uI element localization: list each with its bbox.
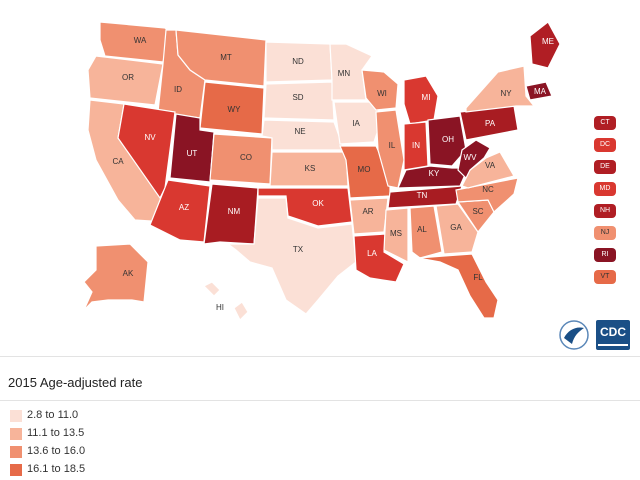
state-label-id: ID — [174, 85, 182, 94]
state-OH[interactable] — [427, 115, 467, 167]
state-OR[interactable] — [87, 55, 164, 106]
legend-divider — [0, 400, 640, 401]
legend-label: 13.6 to 16.0 — [27, 445, 86, 457]
state-label-ks: KS — [305, 164, 316, 173]
state-label-wy: WY — [228, 105, 242, 114]
state-AZ[interactable] — [149, 179, 211, 243]
state-label-sd: SD — [292, 93, 303, 102]
state-label-fl: FL — [473, 273, 483, 282]
state-SD[interactable] — [263, 81, 335, 121]
state-label-ak: AK — [123, 269, 134, 278]
legend: 2015 Age-adjusted rate 2.8 to 11.0 11.1 t… — [0, 357, 640, 480]
cdc-logo-box: CDC — [596, 320, 630, 350]
small-state-badge-de[interactable]: DE — [594, 160, 616, 174]
state-label-ut: UT — [187, 149, 198, 158]
state-TX[interactable] — [226, 197, 357, 315]
state-label-ky: KY — [429, 169, 440, 178]
state-label-ga: GA — [450, 223, 462, 232]
state-label-ok: OK — [312, 199, 324, 208]
state-label-al: AL — [417, 225, 427, 234]
state-label-pa: PA — [485, 119, 496, 128]
state-AL[interactable] — [409, 205, 443, 259]
state-NM[interactable] — [203, 183, 259, 245]
cdc-logo-text: CDC — [600, 325, 626, 339]
state-label-mt: MT — [220, 53, 232, 62]
state-label-az: AZ — [179, 203, 189, 212]
small-state-badge-ri[interactable]: RI — [594, 248, 616, 262]
legend-label: 16.1 to 18.5 — [27, 463, 86, 475]
hhs-eagle-icon — [559, 320, 589, 350]
state-label-nd: ND — [292, 57, 304, 66]
legend-swatch — [10, 428, 22, 440]
state-label-nc: NC — [482, 185, 494, 194]
state-label-ms: MS — [390, 229, 402, 238]
state-NY[interactable] — [465, 65, 536, 113]
small-state-badge-dc[interactable]: DC — [594, 138, 616, 152]
state-label-ia: IA — [352, 119, 360, 128]
cdc-logo: CDC — [556, 318, 638, 352]
state-MS[interactable] — [383, 207, 409, 263]
state-label-il: IL — [389, 141, 396, 150]
small-state-badge-md[interactable]: MD — [594, 182, 616, 196]
state-label-va: VA — [485, 161, 496, 170]
state-label-wa: WA — [134, 36, 147, 45]
legend-swatch — [10, 464, 22, 476]
map-area: WA OR CA ID NV MT WY UT AZ CO NM ND SD NE KS OK TX MN IA MO… — [83, 21, 638, 352]
state-label-mo: MO — [358, 165, 371, 174]
state-label-ca: CA — [112, 157, 124, 166]
state-WV[interactable] — [457, 139, 491, 180]
state-label-wi: WI — [377, 89, 387, 98]
state-label-tx: TX — [293, 245, 304, 254]
state-NC[interactable] — [455, 177, 519, 213]
state-OK[interactable] — [257, 187, 353, 227]
state-label-mi: MI — [422, 93, 431, 102]
state-labels: WA OR CA ID NV MT WY UT AZ CO NM ND SD NE KS OK TX MN IA MO… — [112, 36, 554, 312]
state-label-ne: NE — [294, 127, 305, 136]
state-label-nm: NM — [228, 207, 241, 216]
small-state-badge-nh[interactable]: NH — [594, 204, 616, 218]
state-AR[interactable] — [349, 197, 389, 235]
state-label-ar: AR — [362, 207, 373, 216]
state-GA[interactable] — [435, 203, 479, 255]
state-ME[interactable] — [529, 21, 561, 69]
small-state-badge-vt[interactable]: VT — [594, 270, 616, 284]
legend-swatch — [10, 446, 22, 458]
state-NE[interactable] — [261, 119, 345, 151]
state-UT[interactable] — [169, 113, 215, 183]
small-state-badge-ct[interactable]: CT — [594, 116, 616, 130]
state-label-ma: MA — [534, 87, 547, 96]
state-label-in: IN — [412, 141, 420, 150]
state-MA[interactable] — [525, 81, 553, 101]
state-label-ny: NY — [500, 89, 512, 98]
legend-label: 11.1 to 13.5 — [27, 427, 85, 439]
legend-title: 2015 Age-adjusted rate — [8, 375, 143, 390]
state-label-hi: HI — [216, 303, 224, 312]
section-divider — [0, 356, 640, 357]
legend-swatch — [10, 410, 22, 422]
cdc-logo-underline — [598, 344, 628, 346]
state-label-oh: OH — [442, 135, 454, 144]
state-label-me: ME — [542, 37, 554, 46]
state-AK[interactable] — [83, 243, 149, 311]
small-state-badge-nj[interactable]: NJ — [594, 226, 616, 240]
us-map: WA OR CA ID NV MT WY UT AZ CO NM ND SD NE KS OK TX MN IA MO… — [83, 21, 561, 322]
state-label-sc: SC — [472, 207, 483, 216]
states-layer — [83, 21, 561, 322]
state-HI[interactable] — [202, 281, 249, 322]
state-MT[interactable] — [175, 29, 267, 87]
state-label-la: LA — [367, 249, 377, 258]
state-label-nv: NV — [144, 133, 156, 142]
legend-label: 2.8 to 11.0 — [27, 409, 79, 421]
state-label-wv: WV — [464, 153, 478, 162]
state-label-tn: TN — [417, 191, 428, 200]
state-label-co: CO — [240, 153, 252, 162]
state-KS[interactable] — [269, 151, 349, 187]
state-WI[interactable] — [361, 69, 399, 111]
state-label-or: OR — [122, 73, 134, 82]
state-label-mn: MN — [338, 69, 351, 78]
state-FL[interactable] — [417, 253, 499, 319]
